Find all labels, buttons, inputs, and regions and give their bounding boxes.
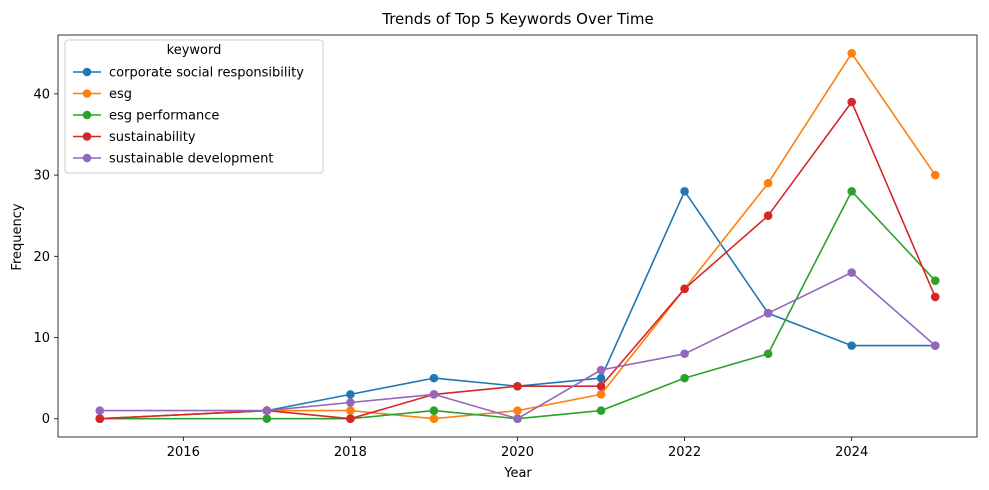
legend-marker [82, 67, 92, 77]
series-line [99, 101, 936, 420]
data-point [596, 390, 606, 399]
legend-label: sustainable development [109, 152, 273, 167]
y-axis-label: Frequency [10, 203, 25, 270]
data-point [763, 349, 773, 359]
data-point [596, 381, 606, 391]
legend-marker [82, 110, 92, 120]
x-tick-label: 2018 [334, 445, 367, 460]
legend: keyword corporate social responsibility e… [64, 39, 324, 174]
x-tick-label: 2024 [835, 445, 868, 460]
series-line [99, 190, 936, 420]
chart-title: Trends of Top 5 Keywords Over Time [381, 10, 653, 28]
y-tick-label: 40 [33, 87, 50, 102]
series-line [99, 190, 936, 420]
series-layer [95, 48, 940, 424]
data-point [513, 381, 522, 391]
legend-marker [82, 153, 92, 163]
data-point [513, 414, 522, 424]
data-point [930, 341, 940, 350]
legend-item: corporate social responsibility [73, 66, 304, 81]
data-point [930, 292, 940, 302]
y-tick-label: 0 [42, 412, 50, 427]
data-point [847, 97, 856, 107]
data-point [429, 406, 439, 415]
data-point [763, 211, 773, 220]
data-point [429, 390, 439, 399]
data-point [513, 406, 522, 415]
legend-marker [82, 132, 92, 141]
data-point [763, 308, 773, 318]
data-point [346, 414, 355, 424]
legend-item: sustainable development [73, 152, 273, 167]
x-tick-label: 2022 [668, 445, 701, 460]
data-point [847, 48, 856, 58]
legend-label: esg performance [109, 109, 219, 124]
data-point [680, 349, 689, 359]
legend-item: esg performance [73, 109, 219, 124]
data-point [930, 170, 940, 180]
legend-label: sustainability [109, 130, 196, 145]
data-point [680, 284, 689, 294]
data-point [346, 390, 355, 399]
data-point [847, 341, 856, 350]
x-tick-label: 2016 [167, 445, 200, 460]
data-point [95, 414, 105, 424]
legend-item: esg [73, 87, 132, 102]
data-point [429, 414, 439, 424]
legend-title: keyword [167, 43, 222, 58]
data-point [680, 187, 689, 196]
data-point [680, 373, 689, 383]
data-point [262, 414, 272, 424]
data-point [763, 178, 773, 188]
series [95, 48, 940, 424]
data-point [596, 406, 606, 415]
legend-marker [82, 89, 92, 98]
data-point [596, 373, 606, 383]
y-tick-label: 30 [33, 169, 50, 184]
data-point [847, 268, 856, 277]
x-axis: 2016 2018 2020 2022 2024 [167, 437, 868, 460]
data-point [346, 406, 355, 415]
series-line [99, 271, 936, 420]
series [95, 268, 940, 424]
data-point [262, 406, 272, 415]
y-tick-label: 20 [33, 250, 50, 265]
data-point [596, 365, 606, 375]
data-point [95, 406, 105, 415]
data-point [930, 276, 940, 285]
y-tick-label: 10 [33, 331, 50, 346]
legend-label: esg [109, 87, 132, 102]
data-point [346, 398, 355, 407]
series-line [99, 52, 936, 420]
data-point [429, 373, 439, 383]
x-tick-label: 2020 [501, 445, 534, 460]
legend-label: corporate social responsibility [109, 66, 304, 81]
y-axis: 0 10 20 30 40 [33, 87, 58, 427]
legend-box [64, 39, 324, 174]
data-point [847, 187, 856, 196]
x-axis-label: Year [503, 466, 532, 481]
legend-item: sustainability [73, 130, 196, 145]
